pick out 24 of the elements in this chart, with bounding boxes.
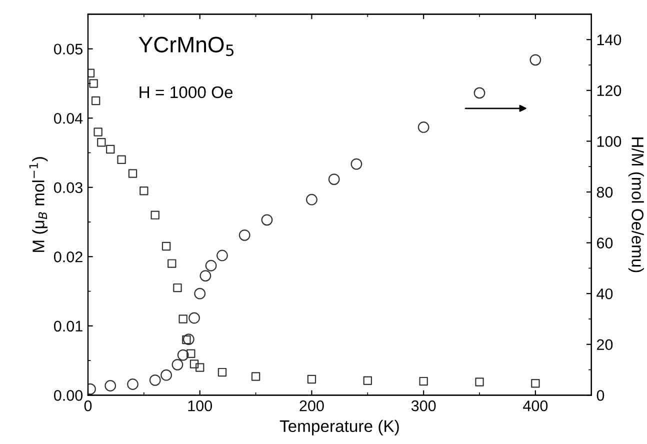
y2-tick-label: 80 — [596, 186, 613, 198]
x-tick-label: 0 — [84, 400, 92, 412]
y-tick-label: 0.03 — [54, 182, 82, 194]
y-tick-label: 0.01 — [54, 320, 82, 332]
y2-tick-label: 120 — [597, 85, 622, 96]
y-tick-label: 0.00 — [54, 390, 83, 401]
y-tick-label: 0.04 — [54, 112, 83, 124]
x-tick-label: 100 — [188, 400, 212, 412]
x-tick-label: 400 — [523, 400, 548, 412]
y2-tick-label: 0 — [596, 390, 604, 401]
y2-tick-label: 100 — [597, 136, 622, 147]
y-tick-label: 0.05 — [54, 44, 82, 55]
annotation: YCrMnO$_{5}$ — [138, 36, 234, 56]
y2-tick-label: 40 — [596, 288, 613, 300]
y2-tick-label: 20 — [596, 339, 613, 350]
x-tick-label: 300 — [411, 400, 436, 412]
x-axis-title: Temperature (K) — [280, 420, 399, 436]
y2-axis-title: H/M (mol Oe/emu) — [628, 138, 644, 272]
y2-tick-label: 60 — [596, 238, 613, 248]
x-tick-label: 200 — [300, 400, 324, 412]
y-axis-title: M (μ$_{B}$ mol$^{−1}$) — [29, 157, 48, 252]
y-tick-label: 0.02 — [54, 252, 82, 262]
annotation: H = 1000 Oe — [140, 86, 233, 98]
y2-tick-label: 140 — [597, 34, 622, 46]
